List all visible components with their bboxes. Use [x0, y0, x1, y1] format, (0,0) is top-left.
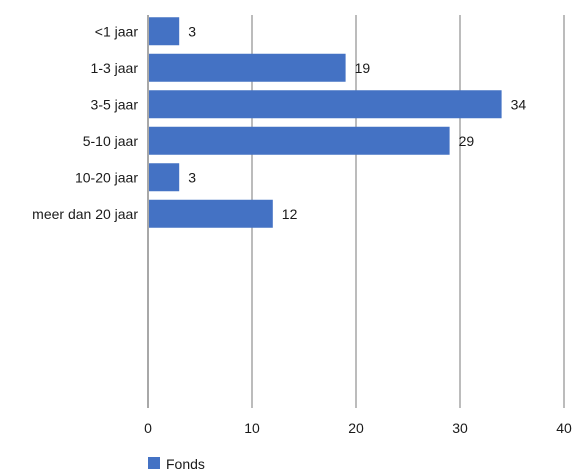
- x-tick-label: 10: [244, 420, 260, 436]
- category-label: 3-5 jaar: [91, 96, 139, 112]
- x-tick-label: 40: [556, 420, 572, 436]
- bar: [149, 90, 502, 119]
- category-label: meer dan 20 jaar: [32, 206, 138, 222]
- bars: [149, 17, 502, 228]
- legend-swatch-fonds: [148, 457, 160, 469]
- category-labels: <1 jaar 1-3 jaar 3-5 jaar 5-10 jaar 10-20 ja…: [32, 23, 138, 222]
- data-label: 19: [355, 60, 371, 76]
- category-label: <1 jaar: [95, 23, 139, 39]
- x-tick-label: 30: [452, 420, 468, 436]
- data-label: 34: [511, 96, 527, 112]
- legend-label-fonds: Fonds: [166, 456, 205, 472]
- bar: [149, 163, 180, 192]
- bar: [149, 53, 346, 82]
- data-label: 12: [282, 206, 298, 222]
- x-tick-labels: 0 10 20 30 40: [144, 420, 572, 436]
- bar: [149, 199, 273, 228]
- data-label: 3: [188, 23, 196, 39]
- category-label: 1-3 jaar: [91, 60, 139, 76]
- category-label: 10-20 jaar: [75, 169, 138, 185]
- x-tick-label: 20: [348, 420, 364, 436]
- data-label: 29: [459, 133, 475, 149]
- bar: [149, 126, 450, 155]
- x-tick-label: 0: [144, 420, 152, 436]
- data-labels: 3 19 34 29 3 12: [188, 23, 526, 222]
- legend: Fonds: [148, 456, 205, 472]
- category-label: 5-10 jaar: [83, 133, 139, 149]
- bar: [149, 17, 180, 46]
- data-label: 3: [188, 169, 196, 185]
